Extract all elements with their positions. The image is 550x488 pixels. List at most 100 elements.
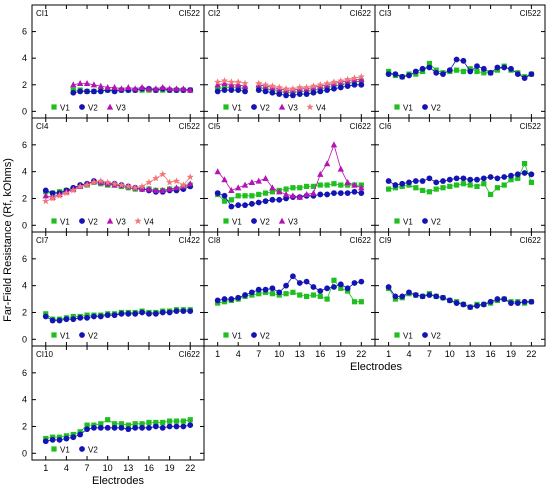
legend-label-v2: V2 — [260, 218, 270, 227]
point-v1 — [481, 70, 487, 76]
point-v2 — [508, 300, 514, 306]
point-v4 — [55, 191, 64, 199]
point-v3 — [138, 84, 146, 91]
point-v4 — [83, 181, 91, 189]
point-v2 — [317, 288, 324, 294]
point-v2 — [494, 175, 501, 182]
point-v2 — [56, 317, 63, 324]
point-v2 — [42, 313, 49, 320]
legend-label-v2: V2 — [88, 218, 98, 227]
point-v3 — [255, 177, 262, 184]
y-tick-label: 6 — [22, 27, 27, 37]
panel-device: CI522 — [520, 9, 542, 18]
point-v2 — [283, 282, 289, 289]
point-v3 — [152, 187, 160, 194]
point-v2 — [358, 278, 365, 285]
point-v4 — [104, 178, 112, 186]
point-v2 — [521, 75, 528, 82]
point-v2 — [324, 191, 331, 198]
series-line-v1 — [217, 183, 362, 202]
x-axis-label-bottom: Electrodes — [92, 475, 144, 487]
point-v2 — [173, 308, 180, 315]
legend-label-v2: V2 — [431, 104, 441, 113]
point-v1 — [522, 161, 528, 167]
point-v2 — [331, 284, 337, 290]
point-v3 — [42, 192, 49, 199]
point-v4 — [344, 75, 352, 83]
point-v2 — [159, 309, 166, 316]
point-v3 — [358, 184, 365, 191]
point-v2 — [49, 317, 56, 324]
series-line-v2 — [45, 310, 191, 321]
point-v2 — [419, 293, 426, 300]
point-v4 — [49, 194, 57, 202]
point-v2 — [132, 310, 139, 317]
x-tick-label: 7 — [427, 349, 432, 359]
point-v4 — [316, 80, 324, 88]
x-tick-label: 10 — [274, 349, 284, 359]
point-v2 — [344, 83, 351, 89]
x-tick-label: 1 — [386, 349, 391, 359]
point-v2 — [419, 65, 426, 72]
point-v3 — [132, 85, 139, 92]
point-v2 — [104, 312, 111, 319]
point-v3 — [76, 80, 84, 87]
point-v2 — [63, 435, 70, 442]
x-tick-label: 4 — [64, 463, 69, 473]
point-v2 — [180, 423, 187, 430]
point-v2 — [521, 170, 528, 176]
panel-ci6: CI6 CI522 V1 V2 — [374, 117, 546, 233]
panel-frame — [31, 345, 205, 461]
point-v2 — [344, 285, 351, 292]
point-v1 — [494, 185, 500, 191]
point-v2 — [453, 175, 460, 182]
point-v2 — [494, 64, 501, 71]
panel-ci5: CI5 CI622 V1 V2 V3 — [203, 117, 376, 233]
point-v2 — [310, 284, 317, 290]
y-tick-label: 2 — [22, 80, 27, 90]
legend-label-v2: V2 — [88, 446, 98, 455]
point-v4 — [309, 82, 318, 90]
point-v3 — [303, 191, 310, 198]
point-v2 — [412, 178, 419, 184]
point-v1 — [460, 68, 466, 75]
point-v2 — [324, 87, 331, 93]
point-v2 — [487, 69, 494, 76]
point-v2 — [460, 57, 467, 64]
x-tick-label: 22 — [356, 349, 366, 359]
legend-marker-v1 — [223, 218, 229, 224]
point-v2 — [446, 297, 453, 304]
point-v1 — [447, 183, 453, 189]
point-v3 — [104, 84, 111, 91]
legend-label-v4: V4 — [144, 218, 154, 227]
point-v2 — [392, 293, 399, 300]
y-tick-label: 6 — [22, 368, 27, 378]
point-v4 — [323, 79, 331, 87]
y-tick-label: 4 — [22, 167, 27, 177]
point-v4 — [275, 83, 283, 91]
point-v3 — [317, 170, 324, 177]
point-v4 — [186, 173, 194, 181]
point-v2 — [412, 68, 419, 75]
point-v2 — [70, 89, 77, 96]
point-v2 — [514, 71, 521, 78]
y-tick-label: 2 — [22, 193, 27, 203]
x-tick-label: 16 — [144, 463, 154, 473]
y-tick-label: 0 — [22, 334, 27, 344]
point-v2 — [433, 293, 440, 300]
point-v1 — [460, 181, 466, 187]
point-v2 — [467, 304, 474, 311]
panel-title: CI8 — [208, 236, 221, 245]
legend-marker-v1 — [394, 332, 400, 338]
y-tick-label: 4 — [22, 395, 27, 405]
legend-label-v1: V1 — [403, 332, 413, 341]
point-v2 — [419, 178, 426, 184]
series-line-v3 — [217, 143, 362, 198]
point-v2 — [235, 294, 242, 301]
point-v2 — [406, 179, 412, 186]
point-v2 — [248, 289, 255, 296]
panel-device: CI622 — [520, 236, 542, 245]
point-v2 — [221, 192, 228, 199]
point-v3 — [90, 81, 98, 88]
